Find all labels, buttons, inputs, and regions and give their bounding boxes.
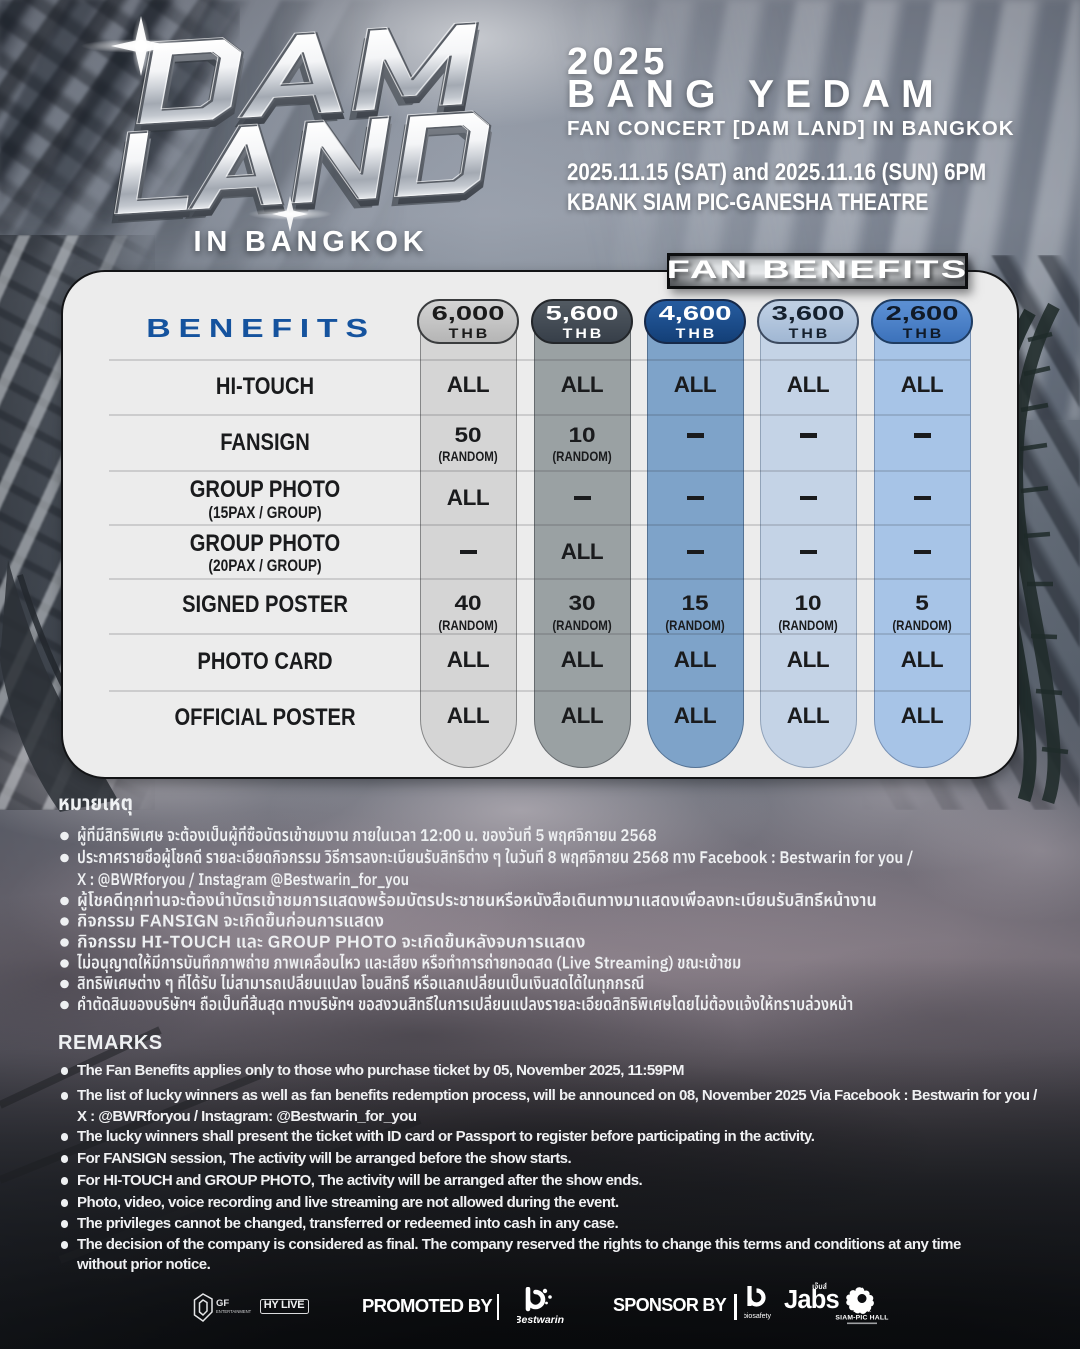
svg-text:Bestwarin: Bestwarin <box>517 1314 564 1326</box>
svg-text:SIAM-PIC HALL: SIAM-PIC HALL <box>835 1315 888 1322</box>
svg-text:GF: GF <box>216 1298 229 1309</box>
svg-text:biosafety: biosafety <box>744 1313 772 1320</box>
svg-text:ENTERTAINMENT: ENTERTAINMENT <box>216 1309 252 1314</box>
svg-text:KBank: KBank <box>853 1308 871 1314</box>
